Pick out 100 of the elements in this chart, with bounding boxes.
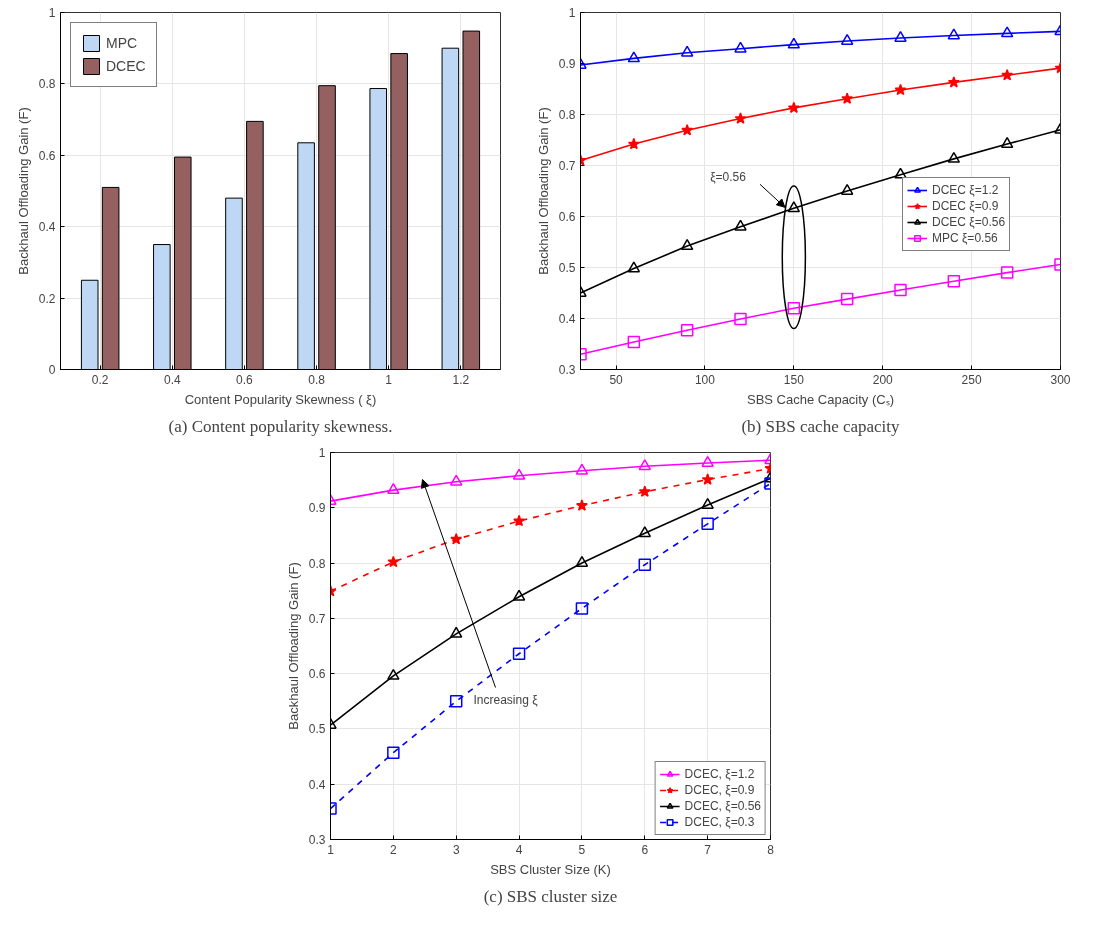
- x-tick-label: 50: [609, 372, 624, 387]
- y-tick-label: 0.9: [308, 501, 326, 516]
- point: [449, 626, 463, 638]
- legend-label: DCEC, ξ=1.2: [684, 766, 755, 782]
- y-tick-label: 0.3: [308, 833, 326, 847]
- y-tick-label: 0.5: [558, 261, 576, 275]
- y-tick-label: 0.2: [38, 291, 56, 306]
- x-tick-label: 100: [694, 372, 716, 387]
- point: [387, 482, 400, 495]
- point: [734, 312, 747, 326]
- y-tick-label: 0.7: [558, 159, 576, 173]
- point: [947, 151, 961, 163]
- point: [512, 647, 526, 660]
- x-axis-title: SBS Cluster Size (K): [490, 861, 611, 877]
- point: [787, 37, 801, 49]
- point: [627, 335, 641, 349]
- point: [1000, 26, 1014, 38]
- y-tick-label: 0.4: [308, 777, 326, 792]
- point: [387, 746, 400, 759]
- y-tick-label: 0.6: [38, 148, 56, 163]
- y-axis-title: Backhaul Offloading Gain (F): [535, 107, 551, 275]
- y-tick-label: 0.8: [38, 77, 56, 92]
- text: (c) SBS cluster size: [483, 886, 618, 906]
- legend-label: DCEC, ξ=0.3: [684, 814, 755, 830]
- x-tick-label: 8: [767, 842, 775, 857]
- point: [947, 275, 961, 288]
- y-axis-title: Backhaul Offloading Gain (F): [15, 107, 31, 275]
- point: [894, 167, 907, 179]
- point: [787, 201, 801, 213]
- point: [638, 526, 652, 538]
- y-tick-label: 1: [48, 6, 56, 20]
- point: [734, 41, 747, 53]
- y-tick-label: 1: [568, 6, 576, 20]
- y-tick-label: 0.5: [308, 722, 326, 737]
- point: [894, 30, 907, 42]
- y-tick-label: 0.8: [308, 556, 326, 571]
- point: [449, 474, 463, 486]
- x-tick-label: 3: [452, 842, 460, 857]
- point: [840, 292, 854, 306]
- point: [512, 589, 526, 601]
- x-tick-label: 0.6: [236, 372, 254, 387]
- point: [575, 602, 589, 615]
- annotation: Increasing ξ: [473, 692, 539, 707]
- point: [627, 51, 641, 63]
- point: [680, 238, 694, 251]
- x-tick-label: 4: [515, 842, 523, 857]
- point: [387, 668, 400, 680]
- text: (b) SBS cache capacity: [741, 416, 901, 436]
- y-axis-title: Backhaul Offloading Gain (F): [285, 562, 301, 730]
- x-tick-label: 5: [578, 842, 586, 857]
- point: [387, 555, 400, 568]
- point: [701, 455, 714, 467]
- y-tick-label: 0.6: [308, 667, 326, 682]
- point: [575, 555, 589, 567]
- legend-label: DCEC: [106, 58, 146, 74]
- x-tick-label: 200: [872, 372, 894, 387]
- x-tick-label: 1.2: [452, 372, 470, 387]
- y-tick-label: 0.9: [558, 57, 576, 71]
- x-tick-label: 6: [641, 842, 649, 857]
- legend-label: DCEC, ξ=0.9: [684, 782, 755, 798]
- y-tick-label: 0.4: [38, 220, 56, 235]
- point: [681, 124, 694, 136]
- point: [638, 485, 651, 497]
- text: (a) Content popularity skewness.: [168, 416, 393, 436]
- point: [840, 33, 854, 45]
- x-tick-label: 0.2: [91, 372, 109, 387]
- y-tick-label: 1: [318, 446, 326, 460]
- x-tick-label: 250: [961, 372, 982, 387]
- legend-label: MPC ξ=0.56: [932, 230, 998, 246]
- legend-label: DCEC ξ=0.9: [932, 198, 999, 214]
- point: [627, 137, 640, 150]
- x-axis-title: SBS Cache Capacity (Cₛ): [746, 391, 895, 407]
- point: [894, 83, 907, 96]
- point: [680, 45, 694, 57]
- point: [841, 92, 854, 104]
- legend-label: DCEC, ξ=0.56: [684, 798, 761, 814]
- point: [512, 468, 526, 480]
- annotation: ξ=0.56: [710, 169, 747, 184]
- legend-label: MPC: [106, 35, 138, 51]
- point: [947, 28, 961, 40]
- point: [701, 517, 714, 531]
- point: [1000, 136, 1014, 149]
- point: [450, 533, 463, 545]
- point: [947, 76, 960, 88]
- point: [840, 183, 854, 195]
- x-tick-label: 300: [1050, 372, 1071, 387]
- point: [734, 219, 747, 231]
- point: [680, 323, 694, 337]
- legend-label: DCEC ξ=0.56: [932, 214, 1006, 230]
- point: [627, 261, 641, 273]
- x-axis-title: Content Popularity Skewness ( ξ): [184, 391, 377, 407]
- point: [1000, 266, 1014, 279]
- x-tick-label: 2: [390, 842, 398, 857]
- point: [638, 459, 652, 471]
- point: [449, 695, 463, 708]
- point: [701, 473, 714, 485]
- point: [638, 558, 652, 571]
- point: [701, 497, 714, 509]
- point: [787, 302, 801, 315]
- point: [894, 283, 907, 297]
